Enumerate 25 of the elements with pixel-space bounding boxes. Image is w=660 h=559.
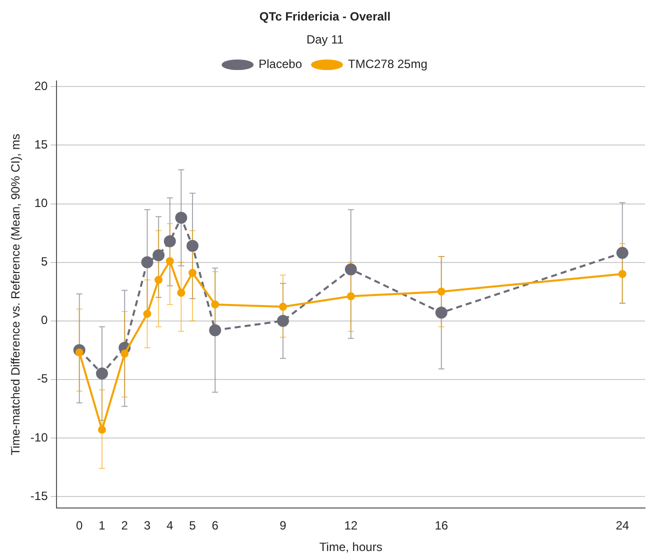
x-tick-label: 3 [144, 518, 151, 533]
x-tick-label: 2 [121, 518, 128, 533]
y-tick-label: 10 [34, 196, 48, 210]
x-tick-label: 9 [280, 518, 287, 533]
legend-label: Placebo [258, 57, 302, 72]
y-tick-label: 20 [34, 78, 48, 93]
y-tick-label: 15 [34, 138, 48, 152]
y-tick-label: 0 [41, 313, 48, 328]
x-tick-label: 16 [434, 518, 448, 533]
y-tick-label: 5 [41, 254, 48, 269]
y-tick-label: -15 [30, 488, 48, 503]
y-tick-label: -10 [30, 430, 48, 444]
x-axis-title: Time, hours [319, 540, 382, 554]
y-axis-title: Time-matched Difference vs. Reference (Mean, 90% CI), ms [8, 134, 23, 456]
x-tick-label: 1 [98, 518, 106, 533]
x-tick-label: 6 [212, 518, 219, 533]
legend-label: TMC278 25mg [348, 57, 428, 72]
legend-title: Day 11 [306, 32, 344, 47]
x-tick-label: 24 [616, 518, 630, 533]
x-tick-label: 12 [344, 518, 358, 533]
x-tick-label: 4 [166, 518, 174, 533]
x-tick-label: 0 [76, 518, 84, 533]
y-tick-label: -5 [37, 372, 48, 386]
chart-title: QTc Fridericia - Overall [259, 10, 391, 24]
x-tick-label: 5 [189, 518, 196, 533]
